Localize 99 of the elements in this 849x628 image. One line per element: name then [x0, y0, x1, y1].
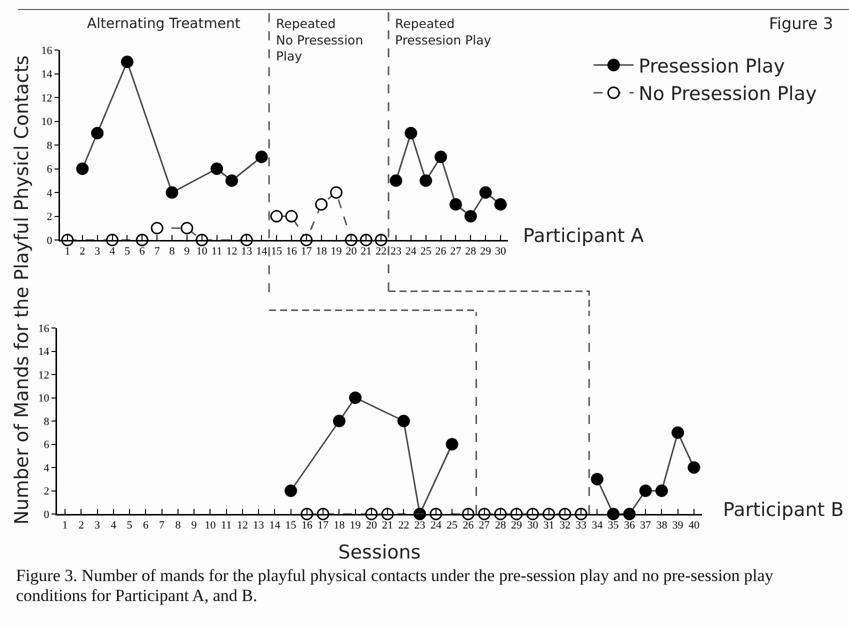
y-tick-label: 8 [46, 140, 53, 152]
x-tick-label: 27 [450, 246, 462, 258]
x-tick-label: 2 [80, 246, 86, 258]
y-tick-label: 0 [44, 508, 50, 521]
x-tick-label: 12 [226, 246, 238, 258]
y-tick-label: 12 [38, 369, 50, 382]
x-tick-label: 15 [285, 520, 297, 532]
x-tick-label: 1 [62, 520, 68, 532]
x-tick-label: 38 [656, 520, 668, 532]
x-tick-label: 32 [559, 520, 570, 532]
x-tick-label: 18 [334, 520, 346, 532]
x-tick-label: 18 [316, 246, 328, 258]
text: Participant B [723, 499, 844, 521]
x-tick-label: 25 [420, 246, 432, 258]
x-tick-label: 4 [110, 520, 117, 532]
y-tick-label: 4 [44, 462, 50, 474]
x-tick-label: 7 [159, 520, 166, 532]
x-tick-label: 24 [405, 246, 417, 258]
x-tick-label: 40 [688, 520, 700, 532]
x-tick-label: 14 [269, 520, 281, 532]
x-tick-label: 13 [241, 246, 253, 258]
x-tick-label: 12 [236, 520, 248, 532]
x-tick-label: 31 [543, 520, 554, 532]
x-tick-label: 9 [191, 520, 198, 532]
x-tick-label: 22 [376, 246, 387, 258]
text: Repeated Pressesion Play [395, 16, 492, 48]
x-tick-label: 9 [184, 246, 190, 258]
x-tick-label: 15 [271, 246, 283, 258]
x-tick-label: 23 [414, 520, 426, 532]
x-tick-label: 11 [221, 520, 232, 532]
x-axis-title: Sessions [338, 541, 421, 564]
x-tick-label: 34 [592, 520, 604, 532]
x-tick-label: 3 [94, 246, 101, 258]
x-tick-label: 7 [154, 246, 160, 258]
x-tick-label: 16 [286, 246, 298, 258]
y-tick-label: 6 [46, 164, 53, 176]
x-tick-label: 16 [301, 520, 313, 532]
x-tick-label: 35 [608, 520, 620, 532]
x-tick-label: 6 [139, 246, 146, 258]
legend-label: No Presession Play [638, 83, 817, 106]
y-tick-label: 8 [44, 416, 50, 428]
x-tick-label: 21 [382, 520, 394, 532]
y-tick-label: 6 [44, 439, 50, 452]
y-tick-label: 16 [38, 322, 50, 335]
text: Participant A [523, 225, 644, 247]
x-tick-label: 10 [196, 246, 208, 258]
x-tick-label: 19 [330, 246, 342, 258]
legend-label: Presession Play [638, 55, 785, 78]
x-tick-label: 39 [672, 520, 684, 532]
y-tick-label: 2 [46, 211, 52, 224]
x-tick-label: 37 [640, 520, 652, 532]
x-tick-label: 14 [256, 246, 268, 258]
x-tick-label: 21 [360, 246, 372, 258]
x-tick-label: 29 [480, 246, 492, 258]
x-tick-label: 8 [175, 520, 182, 532]
x-tick-label: 36 [624, 520, 636, 532]
caption: Figure 3 [769, 14, 834, 33]
x-tick-label: 28 [465, 246, 477, 258]
x-tick-label: 30 [527, 520, 539, 532]
x-tick-label: 26 [435, 246, 447, 258]
x-tick-label: 26 [462, 520, 474, 532]
x-tick-label: 20 [346, 246, 358, 258]
x-tick-label: 20 [366, 520, 378, 532]
x-tick-label: 22 [398, 520, 410, 532]
x-tick-label: 23 [390, 246, 402, 258]
x-tick-label: 33 [576, 520, 588, 532]
y-tick-label: 0 [46, 234, 53, 247]
x-tick-label: 5 [126, 520, 133, 532]
x-tick-label: 1 [64, 246, 70, 258]
x-tick-label: 6 [142, 520, 149, 532]
x-tick-label: 24 [430, 520, 442, 532]
y-tick-label: 14 [41, 68, 53, 81]
x-tick-label: 27 [478, 520, 490, 532]
x-tick-label: 3 [94, 520, 101, 532]
x-tick-label: 19 [350, 520, 362, 532]
x-tick-label: 29 [511, 520, 523, 532]
x-tick-label: 4 [110, 246, 116, 258]
x-tick-label: 30 [495, 246, 507, 258]
y-tick-label: 12 [41, 92, 52, 104]
x-tick-label: 25 [446, 520, 458, 532]
y-tick-label: 10 [41, 116, 53, 128]
y-axis-title: Number of Mands for the Playful Physicl Contacts [11, 55, 33, 525]
x-tick-label: 17 [300, 246, 312, 258]
y-tick-label: 10 [38, 392, 50, 405]
y-tick-label: 14 [38, 346, 50, 358]
annotation: Repeated No Presession Play [276, 16, 364, 64]
text: Alternating Treatment [87, 16, 241, 32]
x-tick-label: 2 [78, 520, 84, 532]
x-tick-label: 10 [204, 520, 216, 532]
y-tick-label: 4 [46, 187, 53, 200]
caption: Figure 3. Number of mands for the playful physical contacts under the pre-session play and no pre-session play conditions for Participant A, and B. [16, 566, 774, 606]
x-tick-label: 8 [169, 246, 176, 258]
y-tick-label: 16 [41, 44, 53, 57]
x-tick-label: 17 [318, 520, 330, 532]
x-tick-label: 13 [253, 520, 265, 532]
x-tick-label: 5 [124, 246, 130, 258]
x-tick-label: 28 [494, 520, 506, 532]
y-tick-label: 2 [44, 486, 50, 498]
x-tick-label: 11 [212, 246, 222, 258]
